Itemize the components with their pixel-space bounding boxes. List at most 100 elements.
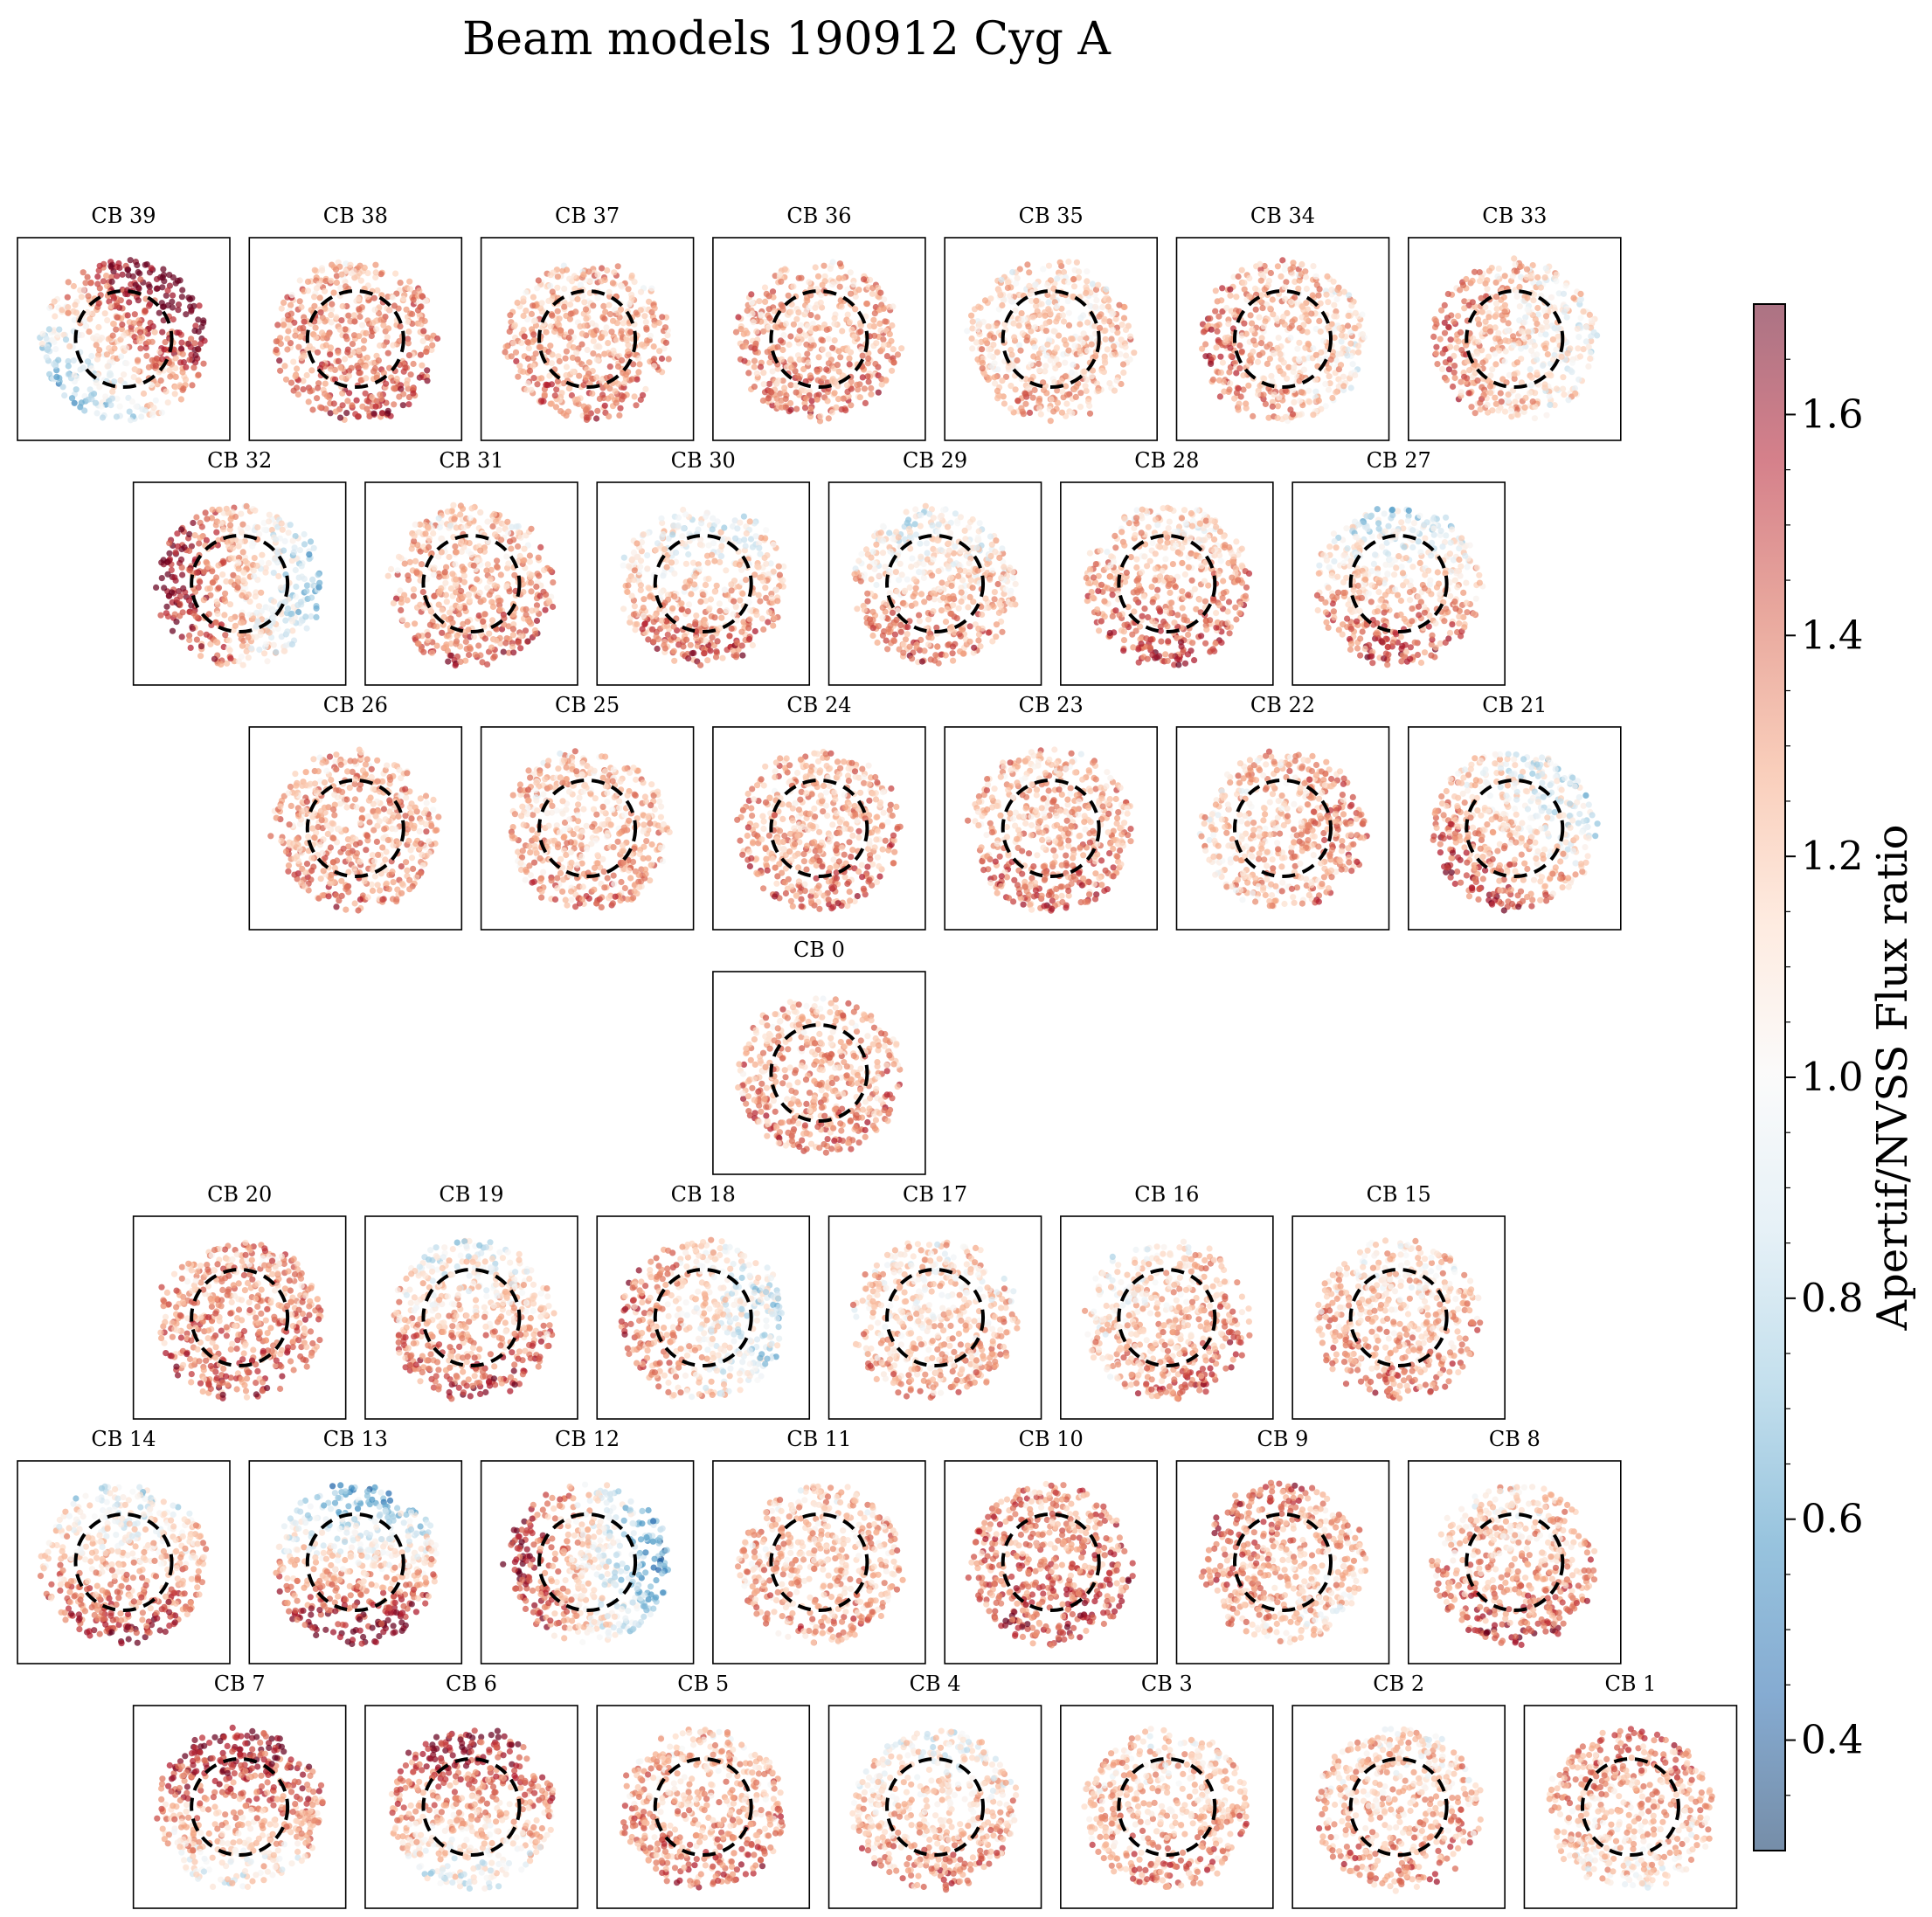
beam-point bbox=[114, 302, 120, 308]
beam-point bbox=[398, 555, 405, 561]
beam-point bbox=[405, 340, 412, 346]
beam-point bbox=[418, 352, 424, 358]
beam-point bbox=[642, 386, 648, 392]
beam-point bbox=[191, 340, 197, 346]
beam-point bbox=[400, 295, 406, 301]
beam-point bbox=[599, 334, 605, 340]
beam-point bbox=[1024, 261, 1030, 267]
beam-point bbox=[267, 512, 273, 518]
beam-point bbox=[1529, 375, 1535, 381]
beam-point bbox=[116, 265, 122, 271]
beam-point bbox=[1063, 383, 1069, 389]
beam-point bbox=[534, 381, 540, 387]
beam-point bbox=[1297, 278, 1303, 284]
beam-point bbox=[977, 321, 983, 327]
beam-point bbox=[1519, 263, 1525, 269]
beam-point bbox=[239, 592, 245, 599]
beam-point bbox=[274, 338, 280, 344]
beam-point bbox=[292, 333, 298, 339]
beam-point bbox=[1455, 313, 1461, 319]
beam-point bbox=[815, 377, 821, 384]
beam-panel: CB 31 bbox=[365, 448, 578, 685]
beam-point bbox=[386, 307, 392, 313]
beam-point bbox=[261, 650, 267, 656]
beam-point bbox=[876, 390, 882, 396]
beam-point bbox=[898, 345, 904, 351]
beam-point bbox=[584, 405, 590, 412]
beam-point bbox=[399, 617, 405, 623]
beam-point bbox=[1484, 286, 1490, 292]
beam-point bbox=[384, 334, 391, 340]
beam-point bbox=[465, 619, 471, 625]
beam-point bbox=[531, 318, 537, 324]
beam-point bbox=[1275, 263, 1281, 269]
beam-point bbox=[119, 322, 125, 328]
beam-point bbox=[1289, 323, 1295, 329]
beam-point bbox=[1046, 263, 1052, 269]
beam-point bbox=[1227, 293, 1233, 299]
beam-point bbox=[1542, 274, 1548, 280]
beam-point bbox=[1123, 327, 1129, 333]
beam-point bbox=[434, 623, 440, 629]
beam-point bbox=[1043, 328, 1049, 334]
beam-point bbox=[964, 328, 970, 334]
beam-point bbox=[520, 589, 526, 595]
beam-point bbox=[986, 346, 992, 352]
beam-point bbox=[488, 645, 495, 651]
beam-point bbox=[339, 375, 345, 381]
beam-point bbox=[747, 607, 753, 613]
beam-point bbox=[1513, 268, 1520, 274]
beam-point bbox=[363, 375, 369, 381]
beam-point bbox=[1478, 406, 1484, 412]
beam-point bbox=[718, 543, 724, 550]
beam-point bbox=[226, 637, 232, 643]
beam-point bbox=[1442, 302, 1448, 308]
beam-point bbox=[1527, 390, 1533, 396]
beam-point bbox=[523, 606, 529, 612]
beam-point bbox=[107, 402, 114, 408]
beam-point bbox=[1508, 408, 1514, 414]
beam-point bbox=[135, 357, 141, 363]
beam-point bbox=[1548, 294, 1555, 301]
beam-point bbox=[210, 507, 216, 513]
beam-point bbox=[256, 647, 262, 653]
beam-point bbox=[125, 312, 131, 318]
beam-point bbox=[1326, 365, 1332, 371]
beam-point bbox=[204, 632, 210, 638]
beam-point bbox=[561, 304, 567, 310]
beam-point bbox=[157, 612, 163, 619]
beam-point bbox=[1087, 411, 1093, 417]
beam-point bbox=[754, 370, 760, 377]
beam-point bbox=[377, 391, 383, 398]
beam-point bbox=[1287, 335, 1293, 341]
beam-point bbox=[793, 390, 800, 396]
beam-point bbox=[273, 649, 279, 655]
beam-point bbox=[492, 531, 498, 537]
beam-point bbox=[516, 640, 522, 646]
beam-point bbox=[1591, 329, 1597, 336]
beam-point bbox=[1518, 346, 1524, 352]
beam-point bbox=[1069, 370, 1075, 376]
beam-point bbox=[437, 588, 443, 594]
beam-point bbox=[807, 312, 814, 318]
beam-point bbox=[1009, 269, 1015, 275]
beam-point bbox=[306, 398, 312, 405]
beam-point bbox=[1112, 351, 1118, 357]
beam-point bbox=[1316, 398, 1322, 404]
beam-panels: CB 39 CB 38 CB 37 CB 36 CB 35 CB 34 CB 33CB 32… bbox=[17, 204, 1736, 1908]
beam-point bbox=[648, 286, 654, 292]
beam-point bbox=[402, 561, 408, 567]
beam-point bbox=[52, 346, 59, 352]
beam-point bbox=[1527, 366, 1534, 372]
beam-point bbox=[1298, 261, 1305, 267]
beam-point bbox=[421, 605, 427, 611]
beam-point bbox=[889, 322, 895, 329]
beam-point bbox=[1099, 368, 1105, 374]
beam-point bbox=[467, 515, 474, 521]
beam-point bbox=[1541, 308, 1548, 314]
beam-point bbox=[705, 560, 711, 566]
beam-point bbox=[238, 539, 244, 545]
beam-point bbox=[81, 407, 87, 413]
beam-point bbox=[301, 541, 308, 547]
beam-point bbox=[79, 294, 85, 300]
